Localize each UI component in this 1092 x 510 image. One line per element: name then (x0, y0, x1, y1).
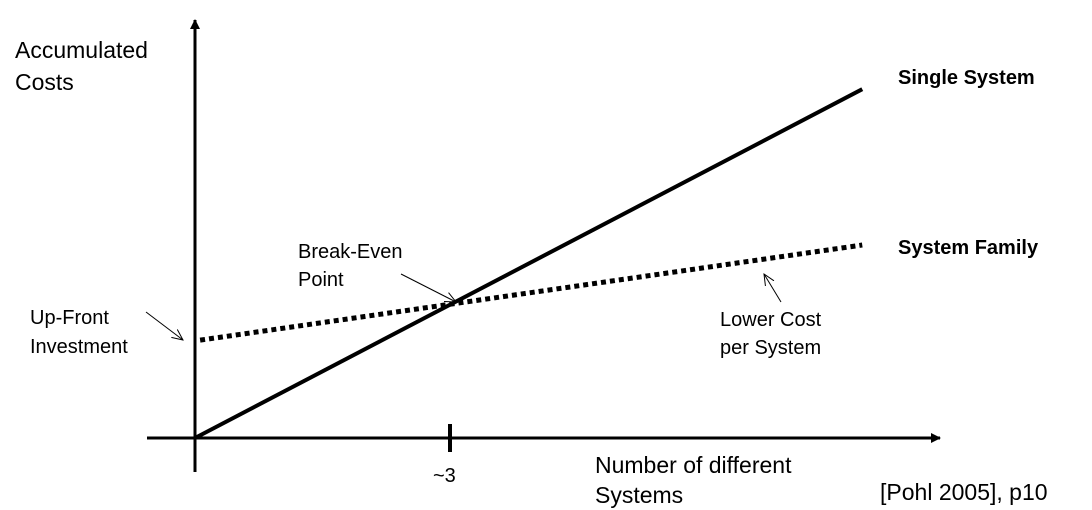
lower-cost-label-2: per System (720, 337, 822, 359)
lower-cost-label-1: Lower Cost (720, 309, 822, 331)
x-tick-label: ~3 (433, 465, 456, 487)
y-axis-label: Accumulated Costs (15, 37, 148, 95)
x-axis-label: Number of different Systems (595, 452, 792, 508)
lower-cost-arrow (764, 274, 782, 303)
up-front-label-2: Investment (30, 336, 128, 358)
legend-single-system: Single System (898, 67, 1035, 89)
single-system-line (194, 87, 864, 440)
legend-system-family: System Family (898, 237, 1039, 259)
up-front-arrow (145, 311, 183, 340)
break-even-label-2: Point (298, 269, 344, 291)
break-even-label-1: Break-Even (298, 241, 403, 263)
system-family-line (199, 242, 863, 343)
up-front-label-1: Up-Front (30, 307, 109, 329)
break-even-arrow (400, 273, 456, 302)
source-citation: [Pohl 2005], p10 (880, 479, 1048, 505)
